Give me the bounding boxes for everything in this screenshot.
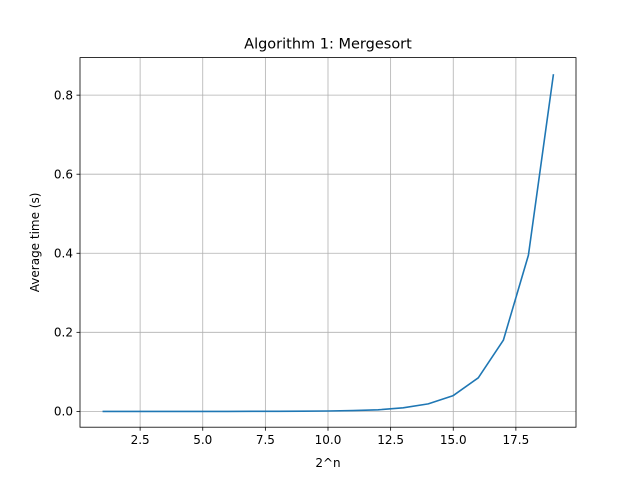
y-tick-label: 0.4 [54, 246, 73, 260]
grid-lines [80, 57, 576, 428]
x-tick-label: 17.5 [503, 433, 530, 447]
y-tick-label: 0.6 [54, 167, 73, 181]
x-tick-label: 10.0 [315, 433, 342, 447]
y-tick-label: 0.8 [54, 88, 73, 102]
series-group [102, 74, 555, 413]
y-tick-label: 0.2 [54, 326, 73, 340]
y-tick-label: 0.0 [54, 405, 73, 419]
x-tick-label: 7.5 [256, 433, 275, 447]
chart-title: Algorithm 1: Mergesort [244, 37, 412, 53]
tick-group: 2.5 5.0 7.5 10.0 12.5 15.0 17.5 0.0 0.2 0.4 0.6 0.8 [54, 88, 529, 447]
x-tick-label: 15.0 [440, 433, 467, 447]
x-tick-label: 2.5 [131, 433, 150, 447]
series-line [102, 74, 555, 413]
y-axis-label: Average time (s) [28, 193, 42, 293]
x-tick-label: 12.5 [377, 433, 404, 447]
x-axis-label: 2^n [315, 456, 340, 470]
x-tick-label: 5.0 [193, 433, 212, 447]
